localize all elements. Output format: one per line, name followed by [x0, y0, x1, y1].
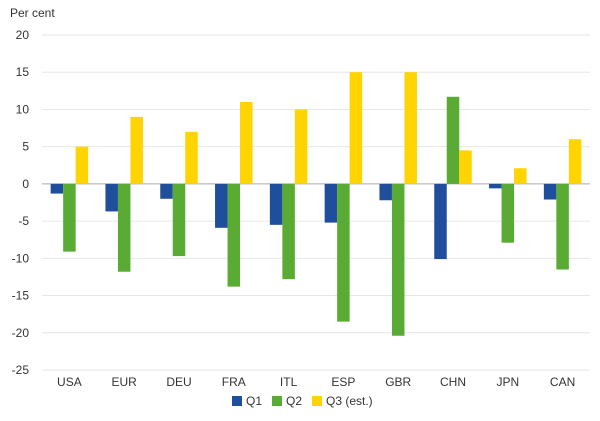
bar-gbr-q3-est: [404, 72, 417, 184]
bar-gbr-q2: [391, 183, 405, 336]
bar-fra-q2: [227, 183, 241, 287]
legend-swatch: [272, 396, 282, 406]
bar-chn-q2: [446, 96, 460, 184]
x-axis-ticks: USA EUR DEU FRA ITL ESP GBR CHN JPN CAN: [57, 375, 575, 389]
y-axis-label: Per cent: [10, 6, 55, 20]
bar-chn-q3-est: [459, 150, 472, 184]
x-tick-label: EUR: [112, 375, 138, 389]
bar-eur-q2: [117, 183, 131, 272]
legend-swatch: [232, 396, 242, 406]
bar-deu-q2: [172, 183, 186, 257]
x-tick-label: ESP: [331, 375, 355, 389]
y-tick-label: 20: [16, 28, 30, 42]
bar-deu-q1: [160, 183, 173, 199]
legend-label: Q2: [286, 394, 302, 408]
bar-fra-q1: [215, 183, 228, 228]
bar-eur-q3-est: [130, 116, 143, 184]
bar-can-q1: [543, 183, 557, 200]
bar-usa-q2: [63, 183, 76, 252]
y-tick-label: 15: [16, 65, 30, 79]
y-axis-ticks: 20 15 10 5 0 -5 -10 -15 -20 -25: [12, 28, 30, 377]
bar-gbr-q1: [379, 183, 392, 201]
bar-jpn-q2: [501, 183, 515, 243]
x-tick-label: GBR: [385, 375, 411, 389]
x-tick-label: USA: [57, 375, 82, 389]
bar-esp-q2: [337, 183, 350, 322]
bar-itl-q2: [282, 183, 295, 280]
bar-usa-q3-est: [75, 146, 89, 184]
bar-itl-q3-est: [294, 109, 308, 184]
bar-can-q3-est: [568, 139, 582, 184]
bar-deu-q3-est: [185, 131, 198, 184]
bar-jpn-q3-est: [514, 168, 527, 184]
y-tick-label: -15: [12, 289, 30, 303]
bar-chn-q1: [434, 183, 447, 260]
y-tick-label: -25: [12, 363, 30, 377]
legend-swatch: [312, 396, 322, 406]
x-tick-label: FRA: [222, 375, 246, 389]
x-tick-label: CAN: [550, 375, 575, 389]
bar-can-q2: [556, 183, 569, 270]
x-tick-label: JPN: [496, 375, 519, 389]
x-tick-label: ITL: [280, 375, 298, 389]
y-tick-label: 10: [16, 102, 30, 116]
legend-label: Q1: [246, 394, 262, 408]
y-tick-label: -10: [12, 251, 30, 265]
bar-esp-q3-est: [349, 72, 363, 184]
bar-jpn-q1: [489, 183, 502, 189]
bar-itl-q1: [269, 183, 283, 225]
bar-esp-q1: [324, 183, 338, 223]
x-tick-label: CHN: [440, 375, 466, 389]
bar-fra-q3-est: [240, 102, 253, 184]
y-tick-label: -5: [18, 214, 29, 228]
y-tick-label: 0: [22, 177, 29, 191]
y-tick-label: 5: [22, 140, 29, 154]
y-tick-label: -20: [12, 326, 30, 340]
bars: [50, 72, 582, 336]
legend: Q1 Q2 Q3 (est.): [232, 394, 373, 408]
bar-usa-q1: [50, 183, 64, 194]
bar-eur-q1: [105, 183, 118, 212]
legend-label: Q3 (est.): [326, 394, 373, 408]
x-tick-label: DEU: [166, 375, 191, 389]
